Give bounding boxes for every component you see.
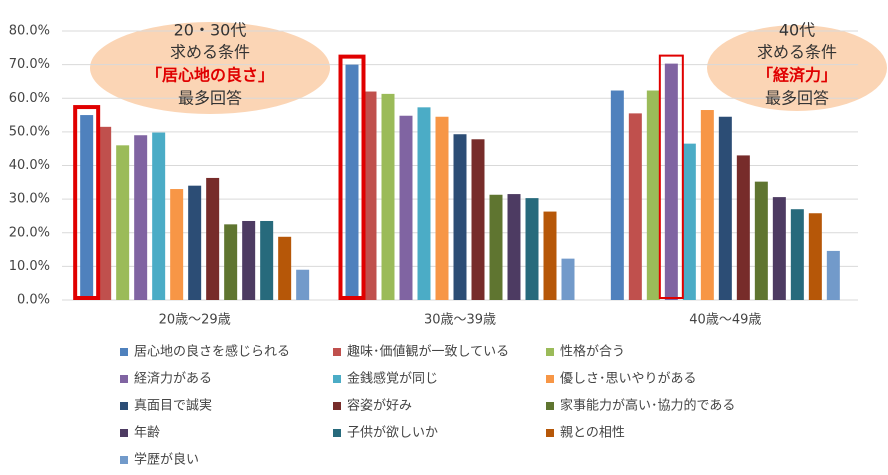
legend-label: 親との相性 bbox=[560, 426, 625, 441]
bar bbox=[808, 213, 822, 300]
bar bbox=[736, 155, 750, 300]
bar bbox=[453, 134, 467, 300]
bar bbox=[471, 139, 485, 300]
bar bbox=[260, 220, 274, 300]
x-tick-label: 40歳～49歳 bbox=[689, 313, 761, 328]
highlight-box bbox=[73, 105, 101, 300]
bar bbox=[543, 211, 557, 300]
highlight-box bbox=[338, 54, 366, 300]
bar bbox=[242, 220, 256, 300]
legend-label: 金銭感覚が同じ bbox=[347, 371, 438, 387]
legend-swatch bbox=[333, 375, 341, 383]
bar bbox=[507, 194, 521, 300]
bar bbox=[224, 224, 238, 300]
legend-swatch bbox=[333, 348, 341, 356]
legend-label: 容姿が好み bbox=[347, 398, 412, 414]
y-tick-label: 70.0% bbox=[9, 57, 50, 72]
legend-label: 優しさ･思いやりがある bbox=[560, 372, 697, 387]
bar bbox=[700, 110, 714, 300]
bar bbox=[116, 145, 130, 300]
annotation: 最多回答 bbox=[765, 89, 829, 108]
highlight-box bbox=[658, 54, 684, 299]
legend-swatch bbox=[546, 348, 554, 356]
bar bbox=[134, 135, 148, 300]
bar bbox=[98, 126, 112, 300]
bar bbox=[628, 113, 642, 300]
legend-swatch bbox=[120, 348, 128, 356]
bar bbox=[646, 90, 660, 300]
legend-swatch bbox=[120, 456, 128, 464]
y-tick-label: 50.0% bbox=[9, 124, 50, 139]
annotation: 求める条件 bbox=[170, 43, 250, 62]
annotation: 20・30代 bbox=[174, 21, 247, 40]
legend-label: 趣味･価値観が一致している bbox=[347, 344, 509, 360]
y-tick-label: 0.0% bbox=[17, 293, 50, 308]
bar bbox=[417, 107, 431, 300]
bar bbox=[170, 189, 184, 300]
bar bbox=[278, 236, 292, 300]
bar bbox=[188, 185, 202, 300]
callout-bubble bbox=[90, 22, 330, 114]
bar bbox=[561, 258, 575, 300]
bar bbox=[826, 250, 840, 300]
bar bbox=[682, 143, 696, 300]
bar bbox=[345, 64, 359, 300]
y-tick-label: 10.0% bbox=[9, 259, 50, 274]
bar bbox=[754, 181, 768, 300]
legend-label: 性格が合う bbox=[560, 344, 625, 360]
legend-label: 経済力がある bbox=[134, 371, 212, 387]
legend-label: 家事能力が高い･協力的である bbox=[560, 398, 735, 414]
x-tick-label: 20歳～29歳 bbox=[159, 313, 231, 328]
bar bbox=[772, 197, 786, 300]
legend-label: 年齢 bbox=[134, 426, 160, 441]
legend-swatch bbox=[333, 402, 341, 410]
y-tick-label: 60.0% bbox=[9, 91, 50, 106]
legend-swatch bbox=[546, 375, 554, 383]
legend-label: 居心地の良さを感じられる bbox=[134, 344, 290, 360]
y-tick-label: 80.0% bbox=[9, 24, 50, 39]
annotation: 求める条件 bbox=[757, 43, 837, 62]
x-tick-label: 30歳～39歳 bbox=[424, 313, 496, 328]
legend-label: 真面目で誠実 bbox=[134, 398, 212, 414]
legend-label: 学歴が良い bbox=[134, 452, 199, 468]
annotation: 40代 bbox=[779, 21, 815, 40]
bar bbox=[610, 90, 624, 300]
bar bbox=[363, 91, 377, 301]
bar bbox=[206, 177, 220, 300]
legend-swatch bbox=[120, 429, 128, 437]
bar bbox=[296, 269, 310, 300]
callout-bubble bbox=[707, 25, 887, 111]
annotation: 「居心地の良さ」 bbox=[146, 66, 274, 85]
bar bbox=[435, 116, 449, 301]
bar bbox=[152, 132, 166, 300]
y-tick-label: 30.0% bbox=[9, 192, 50, 207]
bar bbox=[525, 198, 539, 300]
bar bbox=[381, 93, 395, 300]
legend-swatch bbox=[333, 429, 341, 437]
legend-label: 子供が欲しいか bbox=[347, 425, 438, 441]
bar bbox=[80, 115, 94, 300]
bar bbox=[718, 116, 732, 301]
annotations: 20・30代 求める条件 「居心地の良さ」 最多回答 40代 求める条件 「経済… bbox=[146, 21, 837, 108]
y-tick-label: 20.0% bbox=[9, 225, 50, 240]
legend-swatch bbox=[120, 402, 128, 410]
plot-area: 0.0% 10.0% 20.0% 30.0% 40.0% 50.0% 60.0% 70.0% 8… bbox=[9, 24, 858, 328]
bar bbox=[664, 63, 678, 301]
bar bbox=[489, 194, 503, 300]
y-tick-label: 40.0% bbox=[9, 158, 50, 173]
bar bbox=[399, 115, 413, 300]
bar bbox=[790, 209, 804, 300]
annotation: 最多回答 bbox=[178, 89, 242, 108]
legend-swatch bbox=[120, 375, 128, 383]
legend-swatch bbox=[546, 429, 554, 437]
legend-swatch bbox=[546, 402, 554, 410]
annotation: 「経済力」 bbox=[757, 66, 837, 85]
